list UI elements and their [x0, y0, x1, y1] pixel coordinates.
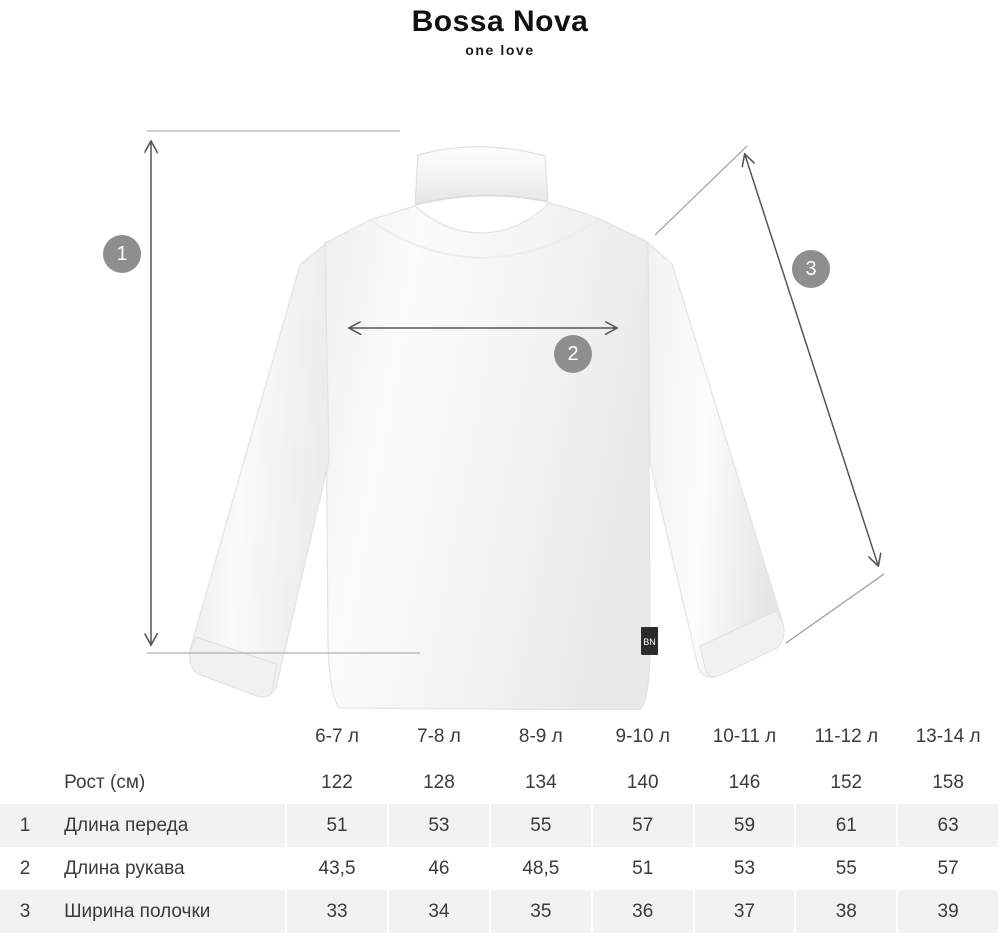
row-3-value-6: 39	[897, 890, 1000, 933]
right-sleeve-shape	[647, 241, 784, 678]
table-row: 3 Ширина полочки 33 34 35 36 37 38 39	[0, 890, 1000, 933]
row-0-value-6: 158	[897, 761, 1000, 804]
measurement-1-front-length	[147, 130, 420, 654]
row-label: Длина рукава	[50, 847, 288, 890]
row-3-value-0: 33	[286, 890, 390, 933]
measurement-marker-1: 1	[103, 235, 141, 273]
brand-label-tag	[641, 627, 658, 655]
row-3-value-4: 37	[693, 890, 797, 933]
header-size-0: 6-7 л	[286, 713, 390, 761]
row-1-value-0: 51	[286, 804, 390, 847]
shoulder-shading	[371, 219, 599, 260]
brand-tagline: one love	[465, 41, 535, 58]
row-label: Рост (см)	[50, 761, 288, 804]
size-chart-body: Рост (см) 122 128 134 140 146 152 158 1 …	[0, 761, 1000, 933]
size-chart-header-row: 6-7 л 7-8 л 8-9 л 9-10 л 10-11 л 11-12 л…	[0, 713, 1000, 761]
size-chart-head: 6-7 л 7-8 л 8-9 л 9-10 л 10-11 л 11-12 л…	[0, 713, 1000, 761]
header-size-4: 10-11 л	[693, 713, 797, 761]
measure-3-arrow	[745, 155, 878, 565]
row-1-value-1: 53	[388, 804, 491, 847]
row-1-value-4: 59	[693, 804, 797, 847]
row-3-value-2: 35	[489, 890, 593, 933]
row-0-value-5: 152	[795, 761, 899, 804]
measurement-3-front-width	[654, 145, 885, 644]
garment-measurement-illustration: BN 1 2 3	[0, 60, 1000, 710]
right-cuff	[699, 610, 785, 677]
row-3-value-5: 38	[795, 890, 899, 933]
header-size-6: 13-14 л	[897, 713, 1000, 761]
header-size-5: 11-12 л	[795, 713, 899, 761]
garment-drawing: BN	[189, 146, 785, 710]
header-index	[0, 713, 51, 761]
row-3-value-1: 34	[388, 890, 491, 933]
row-2-value-3: 51	[591, 847, 695, 890]
row-2-value-5: 55	[795, 847, 899, 890]
table-row: 1 Длина переда 51 53 55 57 59 61 63	[0, 804, 1000, 847]
row-label: Длина переда	[50, 804, 288, 847]
row-2-value-2: 48,5	[489, 847, 593, 890]
row-index: 3	[0, 890, 51, 933]
header-size-2: 8-9 л	[489, 713, 593, 761]
header-size-1: 7-8 л	[388, 713, 491, 761]
row-0-value-2: 134	[489, 761, 593, 804]
measure-3-top-leader-line	[654, 145, 748, 236]
row-index: 2	[19, 857, 31, 879]
header-size-3: 9-10 л	[591, 713, 695, 761]
measurement-marker-3: 3	[792, 250, 830, 288]
table-row: 2 Длина рукава 43,5 46 48,5 51 53 55 57	[0, 847, 1000, 890]
measurement-marker-2: 2	[554, 335, 592, 373]
size-chart-table: 6-7 л 7-8 л 8-9 л 9-10 л 10-11 л 11-12 л…	[0, 713, 1000, 933]
row-1-value-6: 63	[897, 804, 1000, 847]
collar-seam	[414, 194, 549, 206]
row-0-value-3: 140	[591, 761, 695, 804]
row-0-value-1: 128	[388, 761, 491, 804]
row-0-value-0: 122	[286, 761, 390, 804]
row-index: 1	[0, 804, 51, 847]
row-2-value-0: 43,5	[286, 847, 390, 890]
row-label: Ширина полочки	[50, 890, 288, 933]
row-2-value-4: 53	[693, 847, 797, 890]
table-row: Рост (см) 122 128 134 140 146 152 158	[0, 761, 1000, 804]
header-label	[50, 713, 288, 761]
brand-header: Bossa Nova one love	[0, 0, 1000, 58]
brand-label-tag-text: BN	[643, 637, 656, 647]
row-3-value-3: 36	[591, 890, 695, 933]
row-2-value-1: 46	[388, 847, 491, 890]
row-1-value-5: 61	[795, 804, 899, 847]
illustration-svg: BN	[0, 130, 885, 710]
left-cuff	[189, 636, 278, 698]
row-index	[0, 761, 50, 804]
row-0-value-4: 146	[693, 761, 797, 804]
brand-name: Bossa Nova	[411, 5, 589, 38]
row-2-value-6: 57	[897, 847, 1000, 890]
left-sleeve-shape	[189, 242, 330, 697]
measure-3-bottom-leader-line	[785, 573, 885, 644]
row-1-value-2: 55	[489, 804, 593, 847]
row-1-value-3: 57	[591, 804, 695, 847]
body-shape	[324, 202, 651, 710]
